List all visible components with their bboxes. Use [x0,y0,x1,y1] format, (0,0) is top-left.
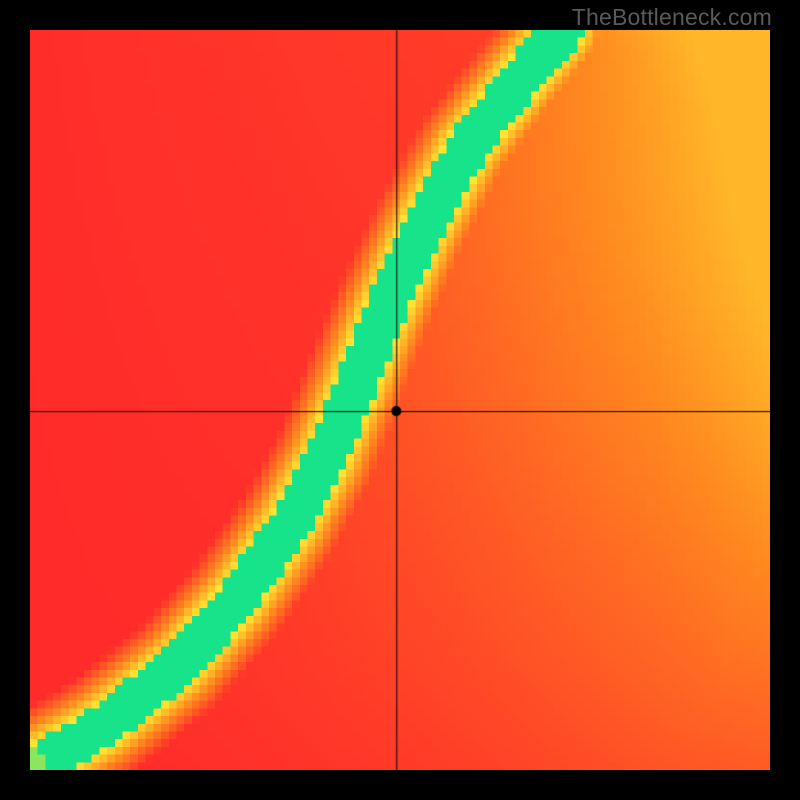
crosshair-overlay [30,30,770,770]
chart-container: TheBottleneck.com [0,0,800,800]
watermark-text: TheBottleneck.com [572,4,772,31]
